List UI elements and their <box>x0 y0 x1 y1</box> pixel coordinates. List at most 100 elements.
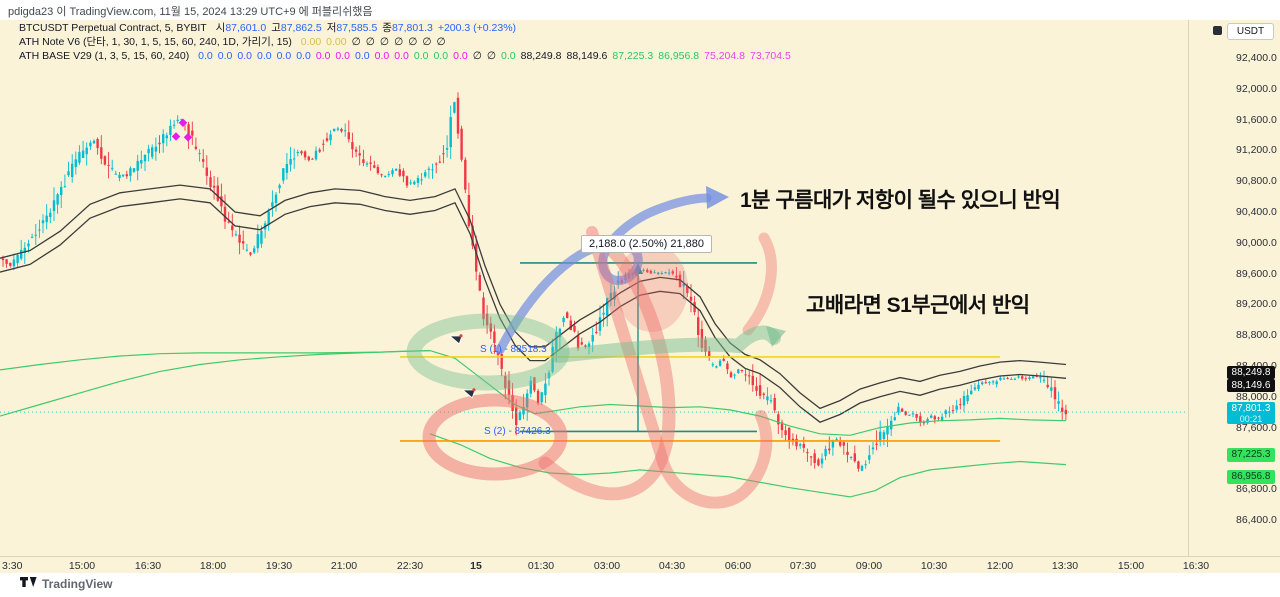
price-axis[interactable]: USDT 92,400.0 92,000.0 91,600.0 91,200.0 90,… <box>1188 20 1280 556</box>
currency-toggle-button[interactable]: USDT <box>1227 23 1274 40</box>
legend-row-ath-base[interactable]: ATH BASE V29 (1, 3, 5, 15, 60, 240) 0.0 0… <box>19 50 796 63</box>
indicator-title-ath-note[interactable]: ATH Note V6 (단타, 1, 30, 1, 5, 15, 60, 24… <box>19 36 292 48</box>
time-axis[interactable]: 3:30 15:00 16:30 18:00 19:30 21:00 22:30 15 01:3… <box>0 556 1280 573</box>
price-tick-label: 89,200.0 <box>1236 298 1277 311</box>
publish-info: pdigda23 이 TradingView.com, 11월 15, 2024… <box>8 6 373 18</box>
price-tick-label: 87,600.0 <box>1236 421 1277 434</box>
ohlc-value: 87,801.3 <box>391 22 433 34</box>
indicator-value: 0.0 <box>256 50 272 62</box>
time-tick-label: 15:00 <box>68 560 96 572</box>
time-tick-label: 18:00 <box>199 560 227 572</box>
measure-tool-label[interactable]: 2,188.0 (2.50%) 21,880 <box>581 235 712 253</box>
indicator-value: 0.0 <box>296 50 311 62</box>
annotation-note-s1-take-profit: 고배라면 S1부근에서 반익 <box>806 294 1030 317</box>
legend-row-ath-note[interactable]: ATH Note V6 (단타, 1, 30, 1, 5, 15, 60, 24… <box>19 36 796 49</box>
ohlc-value: 87,862.5 <box>280 22 322 34</box>
ohlc-label: 시 <box>215 22 226 34</box>
time-tick-label: 07:30 <box>789 560 817 572</box>
price-tag-value: 87,801.3 <box>1231 403 1271 414</box>
indicator-value: ∅ <box>486 50 496 62</box>
change-value: +200.3 (+0.23%) <box>437 22 517 34</box>
time-tick-label: 16:30 <box>1182 560 1210 572</box>
indicator-value: 0.0 <box>374 50 390 62</box>
time-tick-label: 06:00 <box>724 560 752 572</box>
indicator-value: 0.0 <box>276 50 292 62</box>
indicator-values: 0.00 0.00 ∅ ∅ ∅ ∅ ∅ ∅ ∅ <box>301 36 451 48</box>
chart-background <box>0 20 1280 573</box>
red-blob-annotation <box>616 244 688 332</box>
blue-arrow-annotation[interactable] <box>495 193 712 355</box>
price-tick-label: 91,600.0 <box>1236 113 1277 126</box>
time-tick-label: 01:30 <box>527 560 555 572</box>
indicator-value: 0.0 <box>217 50 233 62</box>
annotation-note-cloud-resistance: 1분 구름대가 저항이 될수 있으니 반익 <box>740 189 1061 212</box>
time-tick-label: 3:30 <box>2 560 23 572</box>
price-tick-label: 90,400.0 <box>1236 206 1277 218</box>
tradingview-logo[interactable]: TradingView <box>20 577 112 591</box>
cursor-shape <box>461 389 476 399</box>
cursor-tip <box>472 388 476 392</box>
up-candle-bodies <box>12 102 1060 471</box>
countdown-timer: 00:21 <box>1239 414 1263 424</box>
signal-diamond-icon <box>183 133 193 142</box>
legend-row-symbol[interactable]: BTCUSDT Perpetual Contract, 5, BYBIT 시87… <box>19 22 796 35</box>
price-tick-label: 90,000.0 <box>1236 236 1277 249</box>
time-tick-label: 10:30 <box>920 560 948 572</box>
indicator-value: 88,249.8 <box>520 50 562 62</box>
price-tag-value: 87,225.3 <box>1231 449 1271 460</box>
time-tick-label: 15 <box>470 560 482 572</box>
time-tick-label: 22:30 <box>396 560 424 572</box>
tradingview-wordmark: TradingView <box>42 577 113 591</box>
cursor-shape <box>448 335 463 345</box>
chart-canvas[interactable] <box>0 0 1188 573</box>
price-tick-label: 88,800.0 <box>1236 329 1277 342</box>
time-tick-label: 04:30 <box>658 560 686 572</box>
time-tick-label: 09:00 <box>855 560 883 572</box>
solid-square-icon <box>1213 26 1222 35</box>
cursor-tip <box>459 334 463 338</box>
red-swoosh-annotation <box>538 243 676 501</box>
price-tag-value: 88,149.6 <box>1231 380 1271 391</box>
s1-level-label: S (1) - 88518.3 <box>480 344 547 355</box>
indicator-value: ∅ <box>422 36 432 48</box>
green-band-mid-line <box>0 349 1067 436</box>
blue-arrowhead-icon <box>706 186 729 209</box>
indicator-value: 73,704.5 <box>749 50 791 62</box>
indicator-value: 0.0 <box>315 50 331 62</box>
indicator-value: 0.0 <box>433 50 449 62</box>
signal-diamond-icon <box>171 132 181 141</box>
green-swoosh-annotation <box>551 325 781 363</box>
price-tag-value: 86,956.8 <box>1231 471 1271 482</box>
price-tag: 87,801.3 00:21 <box>1227 402 1275 424</box>
ohlc-label: 고 <box>271 22 281 34</box>
time-tick-label: 16:30 <box>134 560 162 572</box>
indicator-value: 0.00 <box>326 36 347 48</box>
ma-upper-line <box>0 184 1067 410</box>
indicator-value: 75,204.8 <box>704 50 745 62</box>
drawing-cursor-icon <box>461 388 476 399</box>
ma-lower-line <box>0 198 1067 423</box>
indicator-title-ath-base[interactable]: ATH BASE V29 (1, 3, 5, 15, 60, 240) <box>19 50 190 62</box>
indicator-value: 0.0 <box>413 50 429 62</box>
price-tag: 88,249.8 <box>1227 366 1275 379</box>
indicator-value: ∅ <box>351 36 361 48</box>
time-tick-label: 03:00 <box>593 560 621 572</box>
legend: BTCUSDT Perpetual Contract, 5, BYBIT 시87… <box>19 22 796 64</box>
up-candle-wicks <box>13 101 1060 472</box>
indicator-value: 0.0 <box>237 50 252 62</box>
tv-logo-icon <box>20 577 37 587</box>
indicator-value: ∅ <box>379 36 390 48</box>
price-tick-label: 88,000.0 <box>1236 390 1277 403</box>
indicator-values: 0.0 0.0 0.0 0.0 0.0 0.0 0.0 0.0 0.0 0.0 0.0 0.0 0.0 0… <box>198 50 796 62</box>
candlestick-series <box>1 92 1068 472</box>
ohlc-value: 87,601.0 <box>225 22 267 34</box>
ohlc-label: 종 <box>382 22 392 34</box>
symbol-title[interactable]: BTCUSDT Perpetual Contract, 5, BYBIT <box>19 22 207 34</box>
indicator-value: 0.0 <box>501 50 516 62</box>
red-arc-annotation <box>742 232 777 336</box>
indicator-value: 0.0 <box>453 50 468 62</box>
indicator-value: ∅ <box>472 50 482 62</box>
time-tick-label: 15:00 <box>1117 560 1145 572</box>
red-circle-annotation[interactable] <box>422 393 568 481</box>
indicator-value: 0.0 <box>394 50 409 62</box>
